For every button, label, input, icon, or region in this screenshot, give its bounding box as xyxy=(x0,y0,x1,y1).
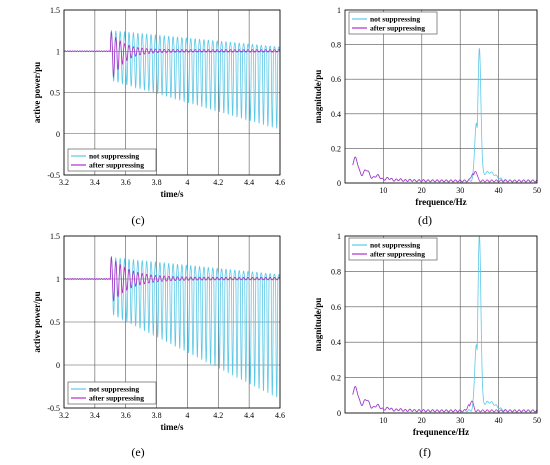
y-tick-label: -0.5 xyxy=(47,404,60,413)
legend-box xyxy=(348,11,438,35)
y-tick-label: 0.2 xyxy=(331,374,341,383)
y-tick-label: 0.8 xyxy=(331,267,341,276)
y-tick-label: 1.5 xyxy=(50,6,60,15)
y-tick-label: 0.4 xyxy=(331,110,341,119)
panel-caption: (e) xyxy=(131,445,144,459)
y-axis-label: active power/pu xyxy=(32,291,42,352)
legend-label: after suppressing xyxy=(89,161,144,170)
x-tick-label: 4.6 xyxy=(275,178,285,187)
x-tick-label: 40 xyxy=(495,416,503,425)
y-tick-label: 0 xyxy=(56,130,60,139)
x-tick-label: 3.6 xyxy=(121,411,131,420)
y-tick-label: 1 xyxy=(56,275,60,284)
y-tick-label: 0.6 xyxy=(331,303,341,312)
series-line-after-suppressing xyxy=(352,156,538,183)
series-line-after-suppressing xyxy=(64,31,281,79)
y-tick-label: 0.4 xyxy=(331,338,341,347)
series-line-not-suppressing xyxy=(352,235,538,413)
y-tick-label: 0 xyxy=(337,409,341,418)
y-tick-label: 0 xyxy=(56,361,60,370)
x-tick-label: 3.4 xyxy=(90,411,100,420)
legend-box xyxy=(348,237,438,261)
y-tick-label: 1.5 xyxy=(50,232,60,241)
chart-panel-d: 10 20 30 40 50 0 0.2 0.4 0.6 0.8 1 frequence/Hz magn… xyxy=(313,6,541,227)
x-tick-label: 50 xyxy=(533,186,541,195)
x-tick-label: 3.6 xyxy=(121,178,131,187)
legend-label: not suppressing xyxy=(89,152,139,161)
y-tick-label: 0.5 xyxy=(50,318,60,327)
legend-box xyxy=(67,148,157,172)
x-tick-label: 4.4 xyxy=(244,411,254,420)
x-tick-label: 3.2 xyxy=(59,178,69,187)
x-tick-label: 30 xyxy=(456,186,464,195)
chart-panel-f: 10 20 30 40 50 0 0.2 0.4 0.6 0.8 1 frequnence/Hz mag… xyxy=(313,232,541,459)
x-tick-label: 10 xyxy=(379,416,387,425)
x-axis-label: time/s xyxy=(161,189,184,199)
legend-label: after suppressing xyxy=(370,250,425,259)
y-axis-label: magnitude/pu xyxy=(313,70,323,124)
x-tick-label: 30 xyxy=(456,416,464,425)
series-line-not-suppressing xyxy=(352,47,538,183)
legend-box xyxy=(67,381,157,405)
x-tick-label: 50 xyxy=(533,416,541,425)
x-axis-label: frequnence/Hz xyxy=(413,427,469,437)
panel-caption: (c) xyxy=(131,213,144,227)
grid-lines xyxy=(345,235,538,414)
x-tick-label: 40 xyxy=(495,186,503,195)
legend-label: not suppressing xyxy=(370,15,420,24)
x-tick-label: 4.6 xyxy=(275,411,285,420)
y-tick-label: 1 xyxy=(56,47,60,56)
legend-label: after suppressing xyxy=(370,24,425,33)
y-axis-label: magnitude/pu xyxy=(313,298,323,352)
chart-panel-c: 3.2 3.4 3.6 3.8 4 4.2 4.4 4.6 -0.5 0 0.5 1 1.5 time/s… xyxy=(32,6,285,227)
y-tick-label: 0.5 xyxy=(50,89,60,98)
y-tick-label: 1 xyxy=(337,232,341,241)
legend-label: not suppressing xyxy=(89,385,139,394)
y-tick-label: 0.6 xyxy=(331,75,341,84)
y-axis-label: active power/pu xyxy=(32,62,42,123)
series-line-after-suppressing xyxy=(63,255,281,302)
series-line-after-suppressing xyxy=(352,386,538,413)
x-tick-label: 4.4 xyxy=(244,178,254,187)
x-tick-label: 4.2 xyxy=(213,178,223,187)
y-tick-label: 0 xyxy=(337,179,341,188)
legend-label: not suppressing xyxy=(370,241,420,250)
y-tick-label: 1 xyxy=(337,6,341,15)
y-tick-label: 0.2 xyxy=(331,144,341,153)
panel-caption: (f) xyxy=(419,445,431,459)
series-line-not-suppressing xyxy=(64,29,281,129)
x-tick-label: 4 xyxy=(185,411,189,420)
x-tick-label: 3.8 xyxy=(152,411,162,420)
x-tick-label: 10 xyxy=(379,186,387,195)
axes-frame xyxy=(344,235,538,414)
chart-panel-e: 3.2 3.4 3.6 3.8 4 4.2 4.4 4.6 -0.5 0 0.5 1 1.5 time/s… xyxy=(32,232,285,459)
x-tick-label: 3.4 xyxy=(90,178,100,187)
x-tick-label: 3.2 xyxy=(59,411,69,420)
panel-caption: (d) xyxy=(418,213,432,227)
x-axis-label: time/s xyxy=(161,422,184,432)
grid-lines xyxy=(345,9,538,184)
x-tick-label: 20 xyxy=(418,186,426,195)
x-tick-label: 20 xyxy=(418,416,426,425)
axes-frame xyxy=(344,9,538,184)
y-tick-label: -0.5 xyxy=(47,171,60,180)
x-tick-label: 4.2 xyxy=(213,411,223,420)
y-tick-label: 0.8 xyxy=(331,41,341,50)
x-axis-label: frequence/Hz xyxy=(415,197,466,207)
legend-label: after suppressing xyxy=(89,394,144,403)
axes-frame xyxy=(63,9,281,176)
x-tick-label: 4 xyxy=(185,178,189,187)
axes-frame xyxy=(63,235,281,409)
x-tick-label: 3.8 xyxy=(152,178,162,187)
